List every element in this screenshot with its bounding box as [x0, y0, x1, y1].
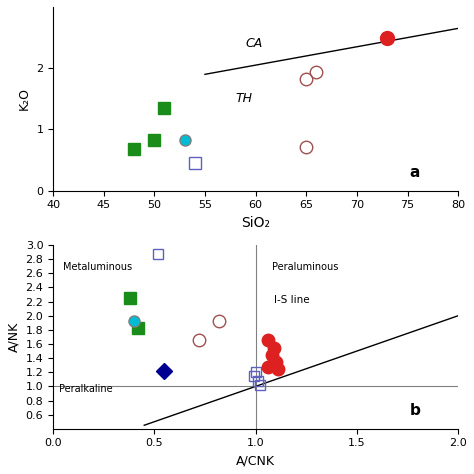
Text: a: a	[410, 164, 420, 180]
Text: Peralkaline: Peralkaline	[59, 384, 113, 394]
Text: Metaluminous: Metaluminous	[63, 262, 132, 272]
Y-axis label: A/NK: A/NK	[7, 322, 20, 352]
Text: TH: TH	[236, 92, 252, 105]
Text: I-S line: I-S line	[274, 295, 310, 305]
Text: Peraluminous: Peraluminous	[272, 262, 338, 272]
Y-axis label: K₂O: K₂O	[18, 87, 31, 110]
Text: b: b	[410, 403, 420, 418]
X-axis label: SiO₂: SiO₂	[241, 216, 270, 230]
Text: CA: CA	[246, 37, 263, 50]
X-axis label: A/CNK: A/CNK	[236, 454, 275, 467]
